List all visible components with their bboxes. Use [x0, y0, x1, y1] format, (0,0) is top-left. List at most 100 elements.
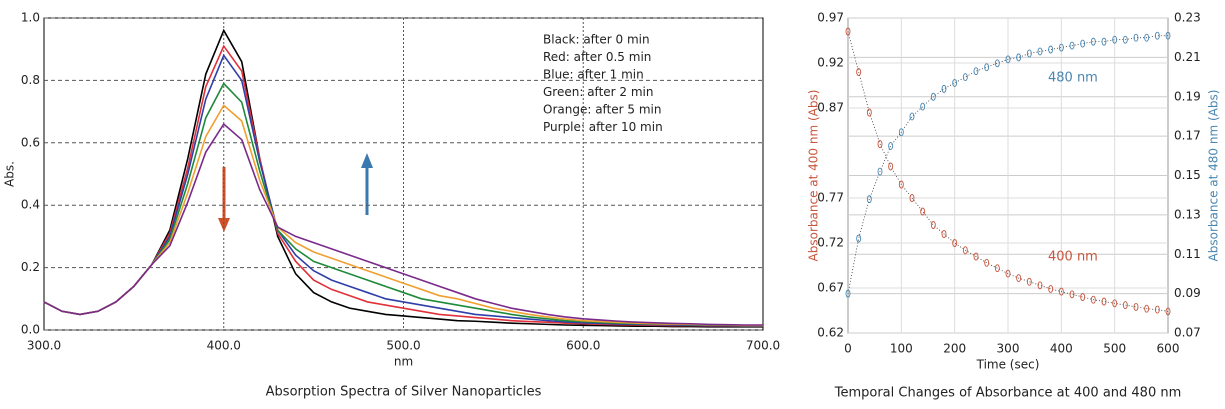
data-point	[845, 27, 851, 36]
legend-entry: Green: after 2 min	[543, 85, 653, 99]
x-tick-label: 300.0	[27, 339, 61, 353]
data-point	[920, 102, 926, 111]
x-tick-label: 600	[1157, 342, 1180, 356]
data-point	[1101, 297, 1107, 306]
x-tick-label: 500.0	[386, 339, 420, 353]
data-point	[898, 128, 904, 137]
data-point	[1026, 277, 1032, 286]
data-point	[1005, 269, 1011, 278]
y-axis-label: Abs.	[3, 161, 17, 187]
data-point	[898, 180, 904, 189]
legend-entry: Red: after 0.5 min	[543, 50, 651, 64]
data-point	[1058, 43, 1064, 52]
y2-tick-label: 0.23	[1174, 11, 1201, 25]
y-tick-label: 0.92	[817, 56, 844, 70]
x-axis-label: nm	[394, 355, 413, 369]
x-tick-label: 100	[890, 342, 913, 356]
fit-line	[847, 31, 1169, 312]
arrow-up	[361, 153, 373, 215]
data-point	[856, 234, 862, 243]
data-point	[1101, 37, 1107, 46]
data-point	[1058, 287, 1064, 296]
y-axis-label: Absorbance at 400 nm (Abs)	[807, 90, 821, 262]
x-tick-label: 0	[844, 342, 852, 356]
x-tick-label: 300	[997, 342, 1020, 356]
data-point	[1069, 290, 1075, 299]
chart-title: Absorption Spectra of Silver Nanoparticl…	[266, 385, 542, 400]
data-point	[962, 246, 968, 255]
data-point	[1090, 295, 1096, 304]
data-point	[1165, 31, 1171, 40]
data-point	[984, 258, 990, 267]
y2-tick-label: 0.09	[1174, 286, 1201, 300]
data-point	[1016, 53, 1022, 62]
y-tick-label: 0.6	[21, 135, 40, 149]
y-tick-label: 0.77	[817, 191, 844, 205]
data-point	[930, 221, 936, 229]
x-tick-label: 700.0	[746, 339, 780, 353]
x-tick-label: 400.0	[207, 339, 241, 353]
data-point	[984, 63, 990, 72]
legend-entry: Black: after 0 min	[543, 33, 650, 47]
data-point	[856, 68, 862, 76]
data-point	[888, 142, 894, 150]
data-point	[888, 162, 894, 171]
data-point	[1144, 33, 1150, 42]
data-point	[952, 79, 958, 87]
y-tick-label: 0.2	[21, 260, 40, 274]
y-tick-label: 0.8	[21, 73, 40, 87]
data-point	[1112, 299, 1118, 308]
y2-tick-label: 0.15	[1174, 168, 1201, 182]
data-point	[994, 59, 1000, 68]
annotation: 480 nm	[1048, 71, 1098, 86]
data-point	[1069, 41, 1075, 50]
data-point	[1090, 37, 1096, 46]
y-tick-label: 0.4	[21, 198, 40, 212]
data-point	[1154, 305, 1160, 314]
y-tick-label: 0.0	[21, 323, 40, 337]
data-point	[1133, 33, 1139, 42]
data-point	[1048, 45, 1054, 54]
legend-entry: Blue: after 1 min	[543, 68, 644, 82]
data-point	[920, 207, 926, 216]
data-point	[1016, 274, 1022, 283]
legend-entry: Orange: after 5 min	[543, 103, 661, 117]
data-point	[909, 112, 915, 121]
fit-line	[847, 35, 1168, 294]
data-point	[973, 67, 979, 76]
data-point	[845, 289, 851, 298]
data-point	[1080, 293, 1086, 301]
x-tick-label: 200	[943, 342, 966, 356]
series-line	[43, 104, 763, 327]
data-point	[941, 230, 947, 238]
y2-tick-label: 0.11	[1174, 247, 1201, 261]
data-point	[866, 195, 872, 204]
data-point	[962, 73, 968, 82]
y2-axis-label: Absorbance at 480 nm (Abs)	[1207, 90, 1221, 262]
y-tick-label: 0.67	[817, 281, 844, 295]
data-point	[1122, 301, 1128, 310]
legend-entry: Purple: after 10 min	[543, 120, 663, 134]
annotation: 400 nm	[1048, 250, 1098, 265]
data-point	[952, 239, 958, 247]
y-tick-label: 0.97	[817, 11, 844, 25]
data-point	[1112, 35, 1118, 44]
y-tick-label: 0.72	[817, 236, 844, 250]
y-tick-label: 0.62	[817, 326, 844, 340]
y2-tick-label: 0.13	[1174, 207, 1201, 221]
chart-title: Temporal Changes of Absorbance at 400 an…	[834, 386, 1182, 401]
data-point	[877, 167, 883, 176]
data-point	[994, 264, 1000, 273]
data-point	[1037, 281, 1043, 290]
y2-tick-label: 0.07	[1174, 326, 1201, 340]
data-point	[1122, 35, 1128, 44]
data-point	[1037, 47, 1043, 56]
data-point	[1048, 284, 1054, 293]
data-point	[973, 252, 979, 261]
data-point	[1165, 307, 1171, 316]
series-line	[43, 122, 763, 326]
data-point	[1154, 31, 1160, 40]
y-tick-label: 0.87	[817, 101, 844, 115]
data-point	[1005, 55, 1011, 64]
